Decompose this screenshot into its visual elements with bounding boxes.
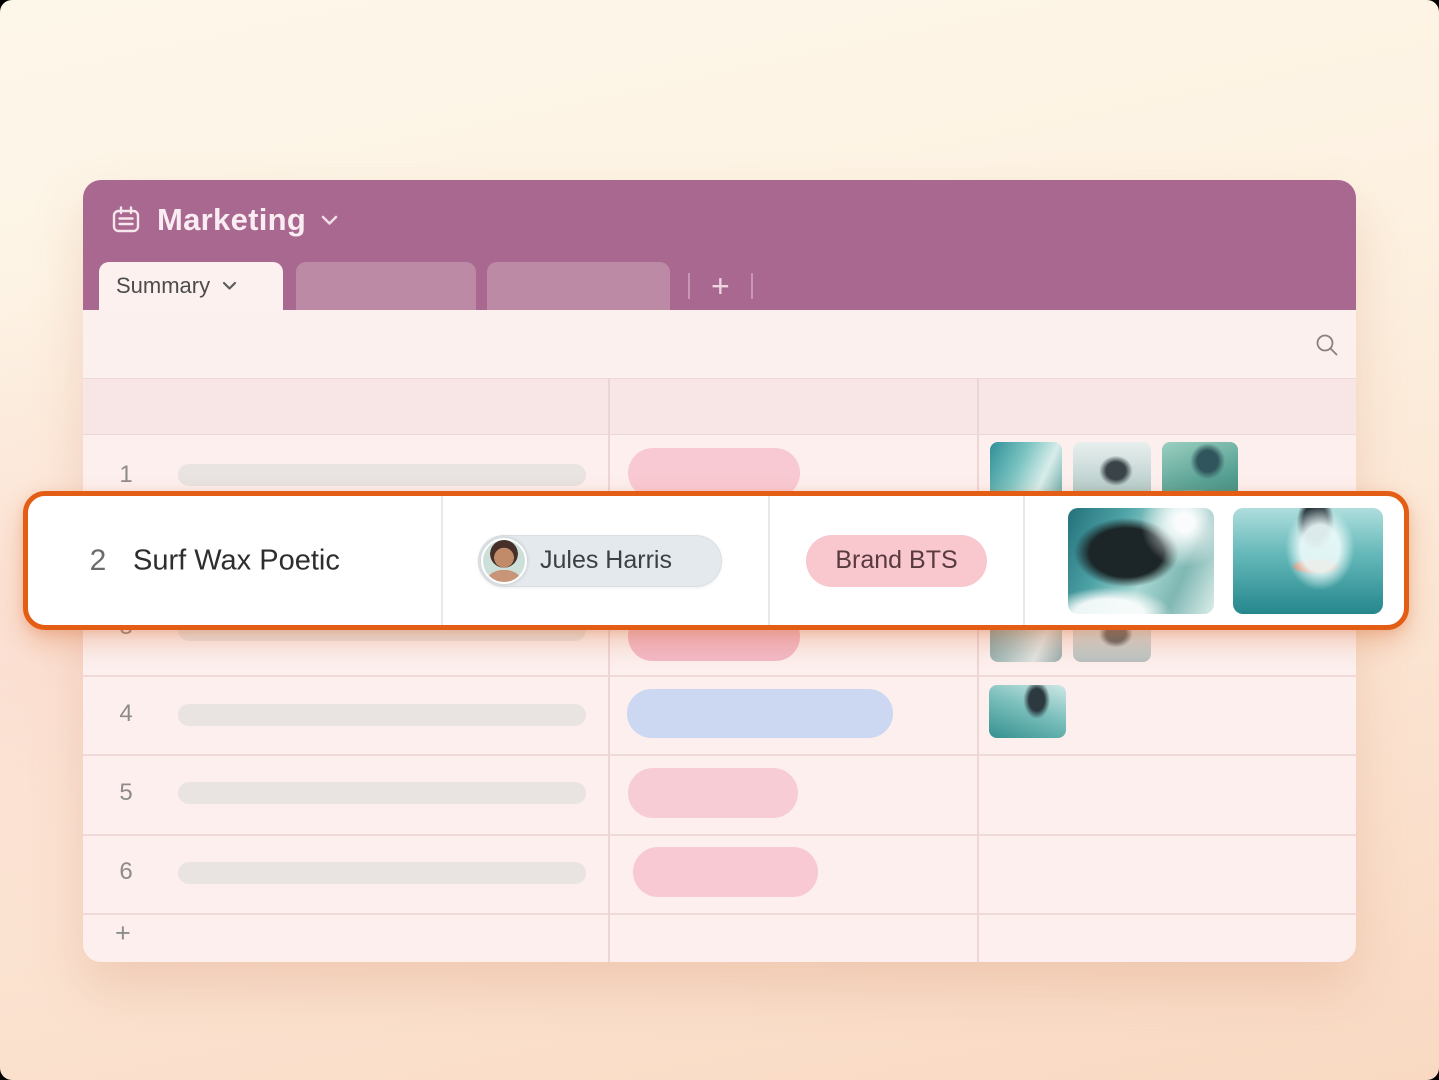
attachment-photo[interactable] xyxy=(989,685,1066,738)
record-name[interactable]: Surf Wax Poetic xyxy=(133,544,340,576)
name-placeholder-pill[interactable] xyxy=(178,782,586,804)
jules-harris-avatar xyxy=(481,537,527,584)
row-number: 5 xyxy=(119,779,133,806)
column-divider xyxy=(608,378,610,962)
row-number: 4 xyxy=(119,700,133,727)
status-placeholder-pill[interactable] xyxy=(633,847,818,897)
title-row: Marketing xyxy=(83,180,1356,238)
row-divider xyxy=(83,675,1356,677)
tab-placeholder-2[interactable] xyxy=(487,262,670,310)
tab-summary[interactable]: Summary xyxy=(99,262,283,310)
cell-divider xyxy=(768,496,770,625)
assignee-name: Jules Harris xyxy=(540,546,672,574)
row-number: 2 xyxy=(89,543,107,577)
status-label: Brand BTS xyxy=(835,546,958,574)
row-number: 6 xyxy=(119,858,133,885)
add-row-button[interactable]: + xyxy=(115,918,131,948)
row-number: 1 xyxy=(119,461,133,488)
toolbar xyxy=(83,310,1356,378)
cell-divider xyxy=(441,496,443,625)
name-placeholder-pill[interactable] xyxy=(178,704,586,726)
chevron-down-icon[interactable] xyxy=(321,215,338,226)
tab-summary-label: Summary xyxy=(116,273,211,298)
tab-bar: Summary + xyxy=(99,262,1356,310)
column-divider xyxy=(977,378,979,962)
status-placeholder-pill[interactable] xyxy=(627,689,893,738)
assignee-pill[interactable]: Jules Harris xyxy=(478,534,722,587)
notepad-calendar-icon xyxy=(112,206,140,233)
add-tab-button[interactable]: + xyxy=(703,270,738,302)
tab-divider xyxy=(750,273,753,299)
chevron-down-icon xyxy=(223,281,237,290)
status-pill[interactable]: Brand BTS xyxy=(806,534,987,587)
name-placeholder-pill[interactable] xyxy=(178,464,586,486)
window-header: Marketing Summary + xyxy=(83,180,1356,310)
page-title: Marketing xyxy=(157,202,307,237)
surfer-on-board-underwater-photo[interactable] xyxy=(1233,508,1383,614)
row-divider xyxy=(83,834,1356,836)
row-divider xyxy=(83,913,1356,915)
tab-divider xyxy=(688,273,690,299)
row-divider xyxy=(83,754,1356,756)
name-placeholder-pill[interactable] xyxy=(178,862,586,884)
search-icon[interactable] xyxy=(1315,333,1339,357)
table-header-row xyxy=(83,378,1356,435)
status-placeholder-pill[interactable] xyxy=(628,768,798,818)
cell-divider xyxy=(1023,496,1025,625)
status-placeholder-pill[interactable] xyxy=(628,448,800,498)
tab-placeholder-1[interactable] xyxy=(296,262,476,310)
highlighted-record-row[interactable]: 2 Surf Wax Poetic Jules Harris Brand BTS xyxy=(23,491,1409,630)
surf-wave-barrel-photo[interactable] xyxy=(1068,508,1214,614)
